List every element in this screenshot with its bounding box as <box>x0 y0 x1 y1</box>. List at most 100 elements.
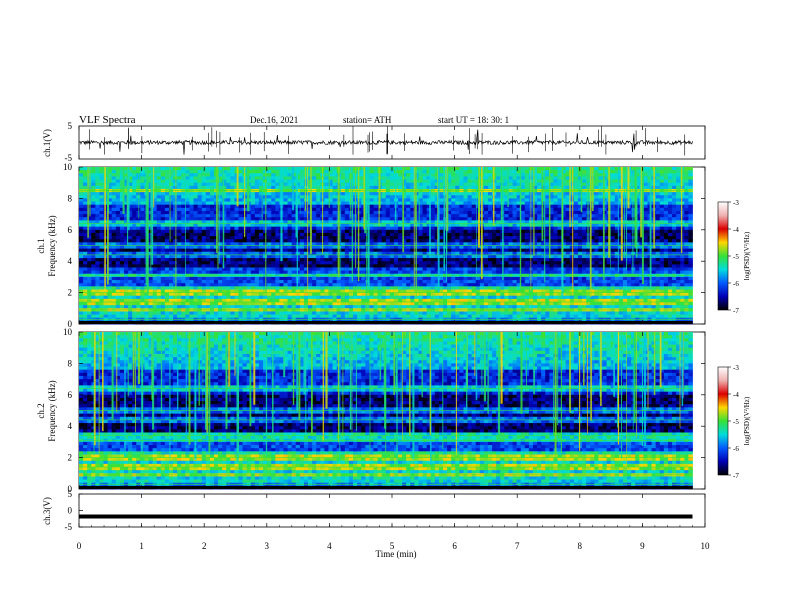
spectrogram-cell <box>177 185 182 190</box>
spectrogram-cell <box>328 198 333 202</box>
spectrogram-cell <box>267 251 272 256</box>
spectrogram-cell <box>316 236 321 240</box>
spectrogram-cell <box>91 220 96 224</box>
spectrogram-cell <box>263 217 268 221</box>
spectrogram-cell <box>463 192 468 196</box>
spectrogram-cell <box>173 185 178 190</box>
spectrogram-cell <box>226 261 231 265</box>
spectrogram-cell <box>512 182 518 187</box>
spectrogram-cell <box>655 232 661 237</box>
spectrogram-cell <box>197 242 203 246</box>
spectrogram-cell <box>79 232 84 237</box>
spectrogram-cell <box>87 264 92 268</box>
spectrogram-cell <box>250 223 256 228</box>
spectrogram-cell <box>410 198 415 202</box>
spectrogram-cell <box>303 176 309 180</box>
spectrogram-cell <box>577 267 583 272</box>
spectrogram-cell <box>614 251 620 256</box>
spectrogram-cell <box>467 258 473 262</box>
spectrogram-cell <box>303 182 309 187</box>
spectrogram-cell <box>164 267 170 272</box>
spectrogram-cell <box>377 267 383 272</box>
spectrogram-cell <box>688 182 693 187</box>
spectrogram-cell <box>250 185 256 190</box>
spectrogram-cell <box>622 198 628 202</box>
spectrogram-cell <box>426 179 432 184</box>
spectrogram-cell <box>684 251 689 256</box>
spectrogram-cell <box>512 267 518 272</box>
spectrogram-cell <box>205 239 211 243</box>
spectrogram-cell <box>222 223 227 228</box>
spectrogram-cell <box>610 192 616 196</box>
spectrogram-cell <box>532 245 538 250</box>
spectrogram-cell <box>373 179 378 184</box>
spectrogram-cell <box>496 261 501 265</box>
spectrogram-cell <box>475 267 481 272</box>
spectrogram-cell <box>406 254 411 259</box>
spectrogram-cell <box>582 170 587 174</box>
spectrogram-cell <box>344 210 350 215</box>
spectrogram-cell <box>410 179 415 184</box>
spectrogram-cell <box>602 236 607 240</box>
spectrogram-cell <box>512 245 518 250</box>
spectrogram-cell <box>254 195 260 199</box>
spectrogram-cell <box>622 167 628 171</box>
spectrogram-cell <box>381 195 387 199</box>
spectrogram-cell <box>610 214 616 218</box>
spectrogram-cell <box>99 239 104 243</box>
spectrogram-cell <box>512 170 518 174</box>
spectrogram-cell <box>185 267 190 272</box>
spectrogram-cell <box>471 207 477 212</box>
spectrogram-cell <box>532 229 538 234</box>
spectrogram-cell <box>173 239 178 243</box>
spectrogram-cell <box>512 239 518 243</box>
spectrogram-cell <box>299 185 305 190</box>
spectrogram-cell <box>389 192 395 196</box>
spectrogram-cell <box>410 261 415 265</box>
spectrogram-cell <box>659 248 665 253</box>
spectrogram-cell <box>639 239 644 243</box>
spectrogram-cell <box>303 229 309 234</box>
spectrogram-cell <box>410 220 415 224</box>
spectrogram-cell <box>426 251 432 256</box>
spectrogram-cell <box>168 201 174 206</box>
spectrogram-cell <box>561 167 567 171</box>
spectrogram-cell <box>218 195 223 199</box>
spectrogram-cell <box>426 176 432 180</box>
spectrogram-cell <box>389 176 395 180</box>
spectrogram-cell <box>299 220 305 224</box>
spectrogram-cell <box>614 232 620 237</box>
spectrogram-cell <box>222 229 227 234</box>
spectrogram-cell <box>598 245 603 250</box>
spectrogram-cell <box>119 198 125 202</box>
spectrogram-cell <box>340 220 346 224</box>
spectrogram-cell <box>443 242 448 246</box>
spectrogram-cell <box>447 214 452 218</box>
spectrogram-cell <box>463 251 468 256</box>
spectrogram-cell <box>312 245 317 250</box>
spectrogram-cell <box>639 264 644 268</box>
spectrogram-cell <box>197 258 203 262</box>
spectrogram-cell <box>532 251 538 256</box>
spectrogram-cell <box>193 217 199 221</box>
spectrogram-cell <box>267 176 272 180</box>
spectrogram-cell <box>434 198 440 202</box>
spectrogram-cell <box>119 258 125 262</box>
spectrogram-cell <box>680 207 685 212</box>
spectrogram-cell <box>267 245 272 250</box>
spectrogram-cell <box>598 223 603 228</box>
spectrogram-cell <box>451 207 456 212</box>
spectrogram-cell <box>357 207 362 212</box>
spectrogram-cell <box>258 179 264 184</box>
spectrogram-cell <box>275 195 280 199</box>
spectrogram-cell <box>271 179 276 184</box>
spectrogram-cell <box>389 229 395 234</box>
spectrogram-cell <box>422 214 428 218</box>
spectrogram-cell <box>377 254 383 259</box>
spectrogram-cell <box>455 242 460 246</box>
spectrogram-cell <box>230 217 235 221</box>
spectrogram-cell <box>312 248 317 253</box>
spectrogram-cell <box>369 232 374 237</box>
spectrogram-cell <box>688 195 693 199</box>
spectrogram-cell <box>381 185 387 190</box>
